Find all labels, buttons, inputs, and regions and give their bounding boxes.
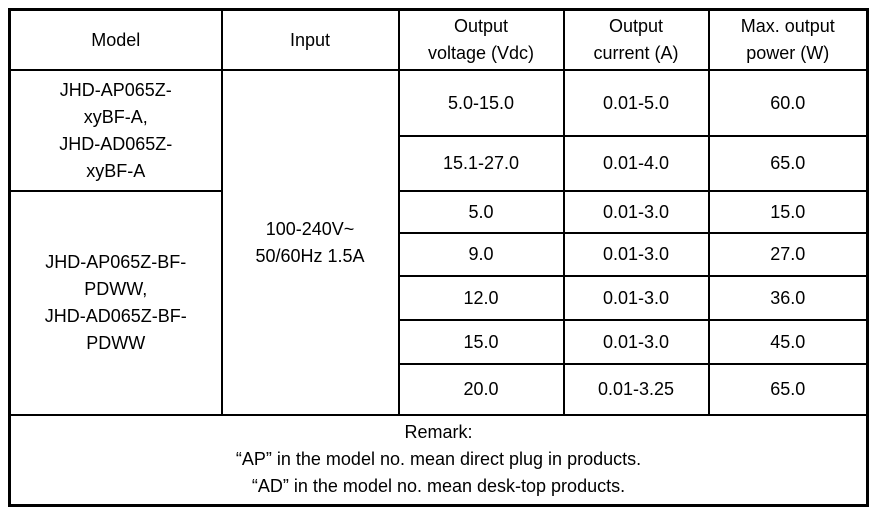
- cell-max-power: 45.0: [707, 319, 869, 365]
- remark-text: Remark: “AP” in the model no. mean direc…: [8, 414, 869, 506]
- cell-output-voltage: 9.0: [397, 232, 565, 277]
- cell-max-power: 36.0: [707, 275, 869, 321]
- remark-row: Remark: “AP” in the model no. mean direc…: [8, 414, 869, 506]
- cell-max-power: 65.0: [707, 363, 869, 416]
- cell-max-power: 27.0: [707, 232, 869, 277]
- column-header-input: Input: [220, 8, 400, 71]
- table-row: 20.0 0.01-3.25 65.0: [10, 363, 869, 416]
- cell-output-current: 0.01-5.0: [562, 69, 710, 137]
- power-spec-table: Model Input Output voltage (Vdc) Output …: [8, 8, 869, 507]
- cell-output-voltage: 12.0: [397, 275, 565, 321]
- table-row: JHD-AP065Z-BF- PDWW, JHD-AD065Z-BF- PDWW…: [8, 190, 869, 416]
- cell-output-current: 0.01-3.0: [562, 232, 710, 277]
- cell-output-voltage: 15.0: [397, 319, 565, 365]
- cell-output-voltage: 15.1-27.0: [397, 135, 565, 192]
- table-row: 15.1-27.0 0.01-4.0 65.0: [10, 135, 869, 192]
- table-row: 12.0 0.01-3.0 36.0: [10, 275, 869, 321]
- header-row: Model Input Output voltage (Vdc) Output …: [8, 8, 869, 71]
- cell-max-power: 15.0: [707, 190, 869, 234]
- cell-max-power: 65.0: [707, 135, 869, 192]
- table-row: 15.0 0.01-3.0 45.0: [10, 319, 869, 365]
- cell-max-power: 60.0: [707, 69, 869, 137]
- column-header-output-voltage: Output voltage (Vdc): [397, 8, 565, 71]
- table-row: 9.0 0.01-3.0 27.0: [10, 232, 869, 277]
- cell-output-current: 0.01-3.0: [562, 190, 710, 234]
- column-header-model: Model: [8, 8, 223, 71]
- cell-output-current: 0.01-3.0: [562, 275, 710, 321]
- model-group-2: JHD-AP065Z-BF- PDWW, JHD-AD065Z-BF- PDWW: [8, 190, 223, 416]
- table-row: JHD-AP065Z- xyBF-A, JHD-AD065Z- xyBF-A 1…: [8, 69, 869, 416]
- cell-output-current: 0.01-3.0: [562, 319, 710, 365]
- column-header-output-current: Output current (A): [562, 8, 710, 71]
- cell-output-voltage: 5.0: [397, 190, 565, 234]
- column-header-max-output-power: Max. output power (W): [707, 8, 869, 71]
- model-group-1: JHD-AP065Z- xyBF-A, JHD-AD065Z- xyBF-A: [8, 69, 223, 192]
- cell-output-voltage: 5.0-15.0: [397, 69, 565, 137]
- input-spec-cell: 100-240V~ 50/60Hz 1.5A: [220, 69, 400, 416]
- cell-output-current: 0.01-3.25: [562, 363, 710, 416]
- cell-output-voltage: 20.0: [397, 363, 565, 416]
- cell-output-current: 0.01-4.0: [562, 135, 710, 192]
